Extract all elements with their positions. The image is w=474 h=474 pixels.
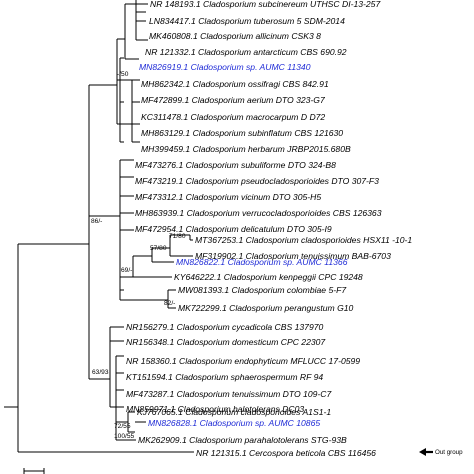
support-value: -/50	[117, 71, 129, 78]
taxon-label: MH863939.1 Cladosporium verrucocladospor…	[135, 208, 382, 218]
taxon-label: MK460808.1 Cladosporium allicinum CSK3 8	[149, 31, 321, 41]
taxon-label: MF473219.1 Cladosporium pseudocladospori…	[135, 176, 379, 186]
taxon-label: NR 158360.1 Cladosporium endophyticum MF…	[126, 356, 360, 366]
taxon-label: NR 148193.1 Cladosporium subcinereum UTH…	[150, 0, 381, 9]
taxon-labels: NR 148193.1 Cladosporium subcinereum UTH…	[126, 0, 412, 458]
outgroup-marker: Out group	[419, 448, 463, 456]
taxon-label: MN859971.1 Cladosporium halotolerans DC0…	[126, 404, 304, 414]
tree-branches	[4, 0, 194, 453]
taxon-label: MF319902.1 Cladosporium tenuissimum BAB-…	[195, 251, 391, 261]
support-value: 63/93	[92, 369, 109, 376]
scale-bar	[23, 468, 45, 474]
taxon-label: MH863129.1 Cladosporium subinflatum CBS …	[141, 128, 343, 138]
taxon-label: NR156279.1 Cladosporium cycadicola CBS 1…	[126, 322, 324, 332]
taxon-label-outgroup: NR 121315.1 Cercospora beticola CBS 1164…	[196, 448, 376, 458]
taxon-label: KT151594.1 Cladosporium sphaerospermum R…	[126, 372, 323, 382]
support-value: 86/-	[91, 218, 102, 225]
arrow-left-icon	[419, 448, 426, 456]
taxon-label-highlighted: MN826822.1 Cladosporium sp. AUMC 11366	[176, 257, 348, 267]
taxon-label: MF472899.1 Cladosporium aerium DTO 323-G…	[141, 95, 326, 105]
outgroup-label: Out group	[435, 449, 463, 456]
taxon-label-highlighted: MN826828.1 Cladosporium sp. AUMC 10865	[148, 418, 320, 428]
taxon-label: MK722299.1 Cladosporium perangustum G10	[178, 303, 354, 313]
taxon-label: NR156348.1 Cladosporium domesticum CPC 2…	[126, 337, 326, 347]
taxon-label: MF473287.1 Cladosporium tenuissimum DTO …	[126, 389, 332, 399]
taxon-label: LN834417.1 Cladosporium tuberosum 5 SDM-…	[149, 16, 345, 26]
taxon-label: KC311478.1 Cladosporium macrocarpum D D7…	[141, 112, 325, 122]
taxon-label: KJ767065.1 Cladosporium cladosporioides …	[137, 407, 331, 417]
support-value: 100/55	[114, 433, 135, 440]
taxon-label: NR 121332.1 Cladosporium antarcticum CBS…	[145, 47, 347, 57]
taxon-label: MF472954.1 Cladosporium delicatulum DTO …	[135, 224, 332, 234]
support-value: 57/80	[150, 245, 167, 252]
taxon-label: KY646222.1 Cladosporium kenpeggii CPC 19…	[174, 272, 363, 282]
taxon-label: MF473276.1 Cladosporium subuliforme DTO …	[135, 160, 336, 170]
taxon-label: MW081393.1 Cladosporium colombiae 5-F7	[178, 285, 347, 295]
support-value: 71/80	[169, 233, 186, 240]
taxon-label: MT367253.1 Cladosporium cladosporioides …	[195, 235, 412, 245]
taxon-label: MH399459.1 Cladosporium herbarum JRBP201…	[141, 144, 351, 154]
taxon-label: MH862342.1 Cladosporium ossifragi CBS 84…	[141, 79, 329, 89]
taxon-label: MF473312.1 Cladosporium vicinum DTO 305-…	[135, 192, 321, 202]
support-values: -/50 86/- 71/80 57/80 69/- 82/- 63/93 72…	[91, 71, 186, 440]
support-value: 69/-	[121, 267, 132, 274]
support-value: 82/-	[164, 300, 175, 307]
support-value: 72/55	[114, 423, 131, 430]
taxon-label: MK262909.1 Cladosporium parahalotolerans…	[138, 435, 347, 445]
taxon-label-highlighted: MN826919.1 Cladosporium sp. AUMC 11340	[139, 62, 311, 72]
